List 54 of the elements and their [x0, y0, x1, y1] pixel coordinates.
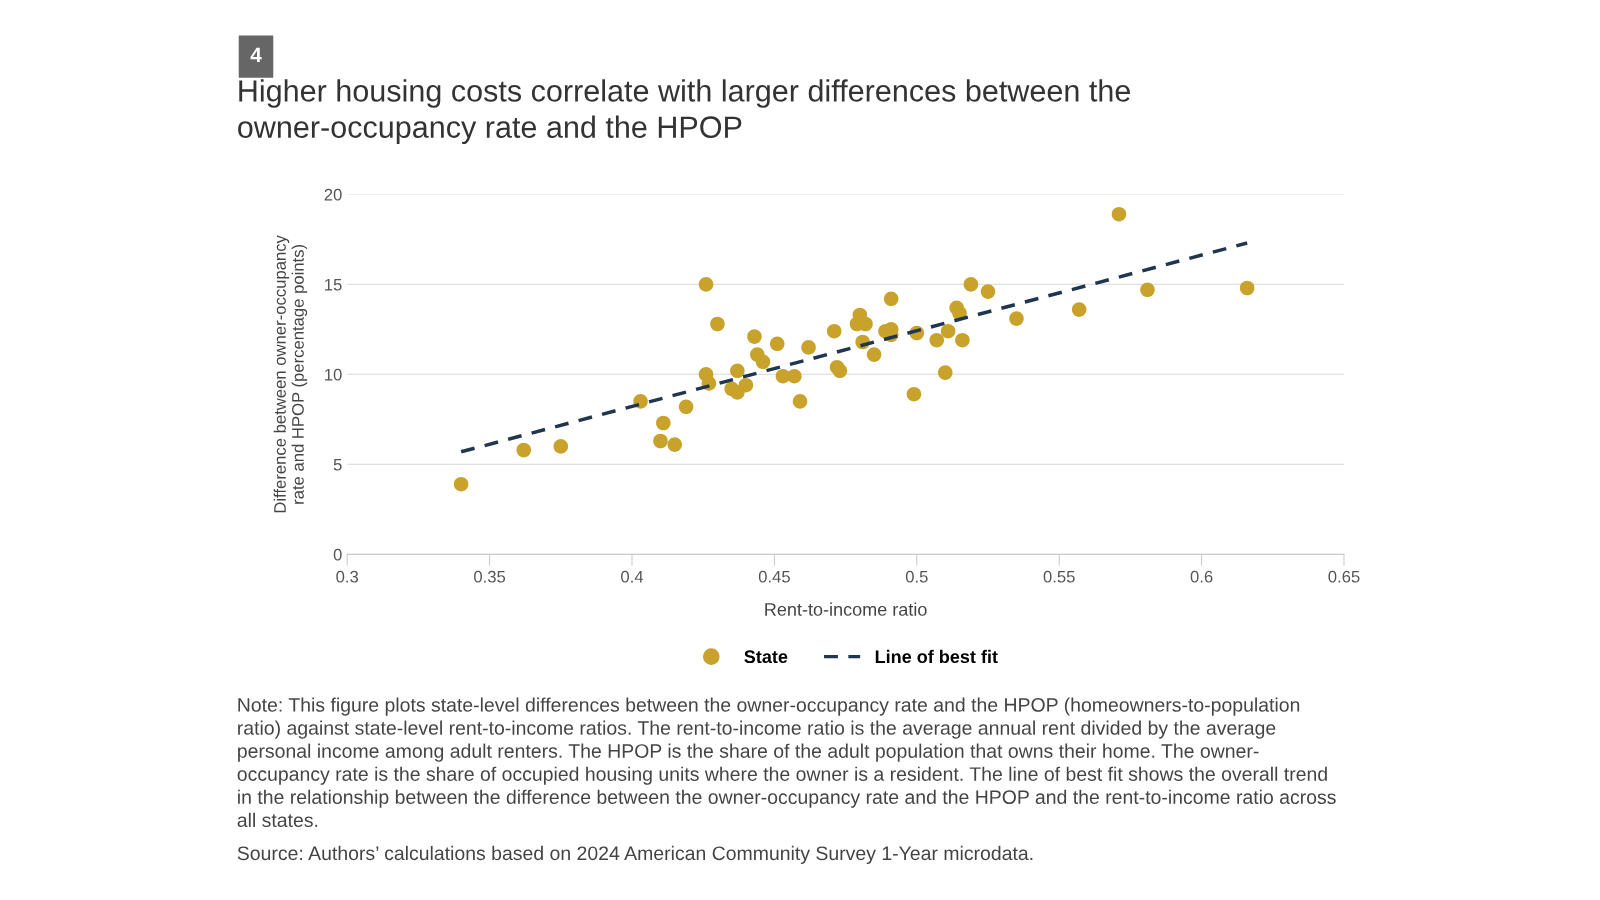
x-tick-label: 0.45: [758, 570, 790, 583]
legend-label: State: [744, 650, 788, 664]
point: [883, 291, 899, 307]
x-tick-label: 0.4: [621, 570, 644, 583]
point: [656, 415, 671, 431]
point: [738, 377, 754, 393]
x-tick-label: 0.35: [474, 570, 506, 583]
text: Note: This figure plots state-level differences between the owner-occupancy rate and the HPOP (homeowners-to-population ratio) against state-level rent-to-income ratios. The rent-to-income ratio is the average annual rent divided by the average personal income among adult renters. The HPOP is the share of the adult population that owns their home. The owner- occupancy rate is the share of occupied housing units where the owner is a resident. The line of best fit shows the overall trend in the relationship between the difference between the owner-occupancy rate and the HPOP and the rent-to-income ratio across all states.: [237, 697, 1336, 828]
point: [667, 437, 682, 452]
point: [929, 332, 945, 348]
text: 4: [250, 47, 262, 63]
y-axis-title: Difference between owner-occupancy rate and HPOP (percentage points): [273, 235, 308, 513]
point: [866, 347, 882, 362]
y-tick-label: 5: [333, 458, 342, 471]
point: [787, 368, 802, 384]
x-tick-label: 0.65: [1328, 570, 1360, 583]
source-note: Source: Authors’ calculations based on 2024 American Community Survey 1-Year microdata.: [237, 845, 1033, 864]
y-tick-label: 20: [324, 188, 342, 201]
point: [1239, 280, 1255, 296]
point: [710, 316, 725, 332]
point: [940, 323, 956, 339]
point: [653, 433, 668, 449]
point: [453, 476, 469, 492]
point: [698, 277, 714, 292]
y-tick-label: 0: [333, 548, 342, 561]
point: [963, 277, 979, 292]
point: [1111, 206, 1127, 222]
point: [553, 439, 569, 454]
point: [769, 336, 785, 352]
x-axis-title: Rent-to-income ratio: [765, 602, 927, 616]
point: [826, 323, 842, 339]
point: [938, 365, 953, 380]
point: [1071, 302, 1087, 317]
point: [906, 386, 922, 402]
chart-title: Higher housing costs correlate with larger differences between the owner-occupancy rate and the HPOP: [238, 79, 1130, 144]
point: [678, 399, 694, 415]
point: [516, 442, 532, 458]
y-tick-label: 15: [325, 278, 342, 291]
point: [747, 329, 762, 344]
point: [755, 354, 771, 370]
point: [1140, 282, 1155, 298]
point: [730, 363, 745, 379]
x-tick-label: 0.5: [905, 570, 928, 583]
x-tick-label: 0.3: [336, 570, 359, 583]
x-tick-label: 0.55: [1043, 570, 1075, 583]
point: [1009, 311, 1024, 326]
point: [980, 284, 996, 299]
point: [832, 363, 848, 379]
y-tick-label: 10: [325, 368, 342, 381]
legend-label: Line of best fit: [875, 649, 998, 664]
x-tick-label: 0.6: [1190, 570, 1213, 583]
point: [792, 394, 808, 409]
point: [955, 332, 970, 348]
point: [801, 340, 816, 355]
